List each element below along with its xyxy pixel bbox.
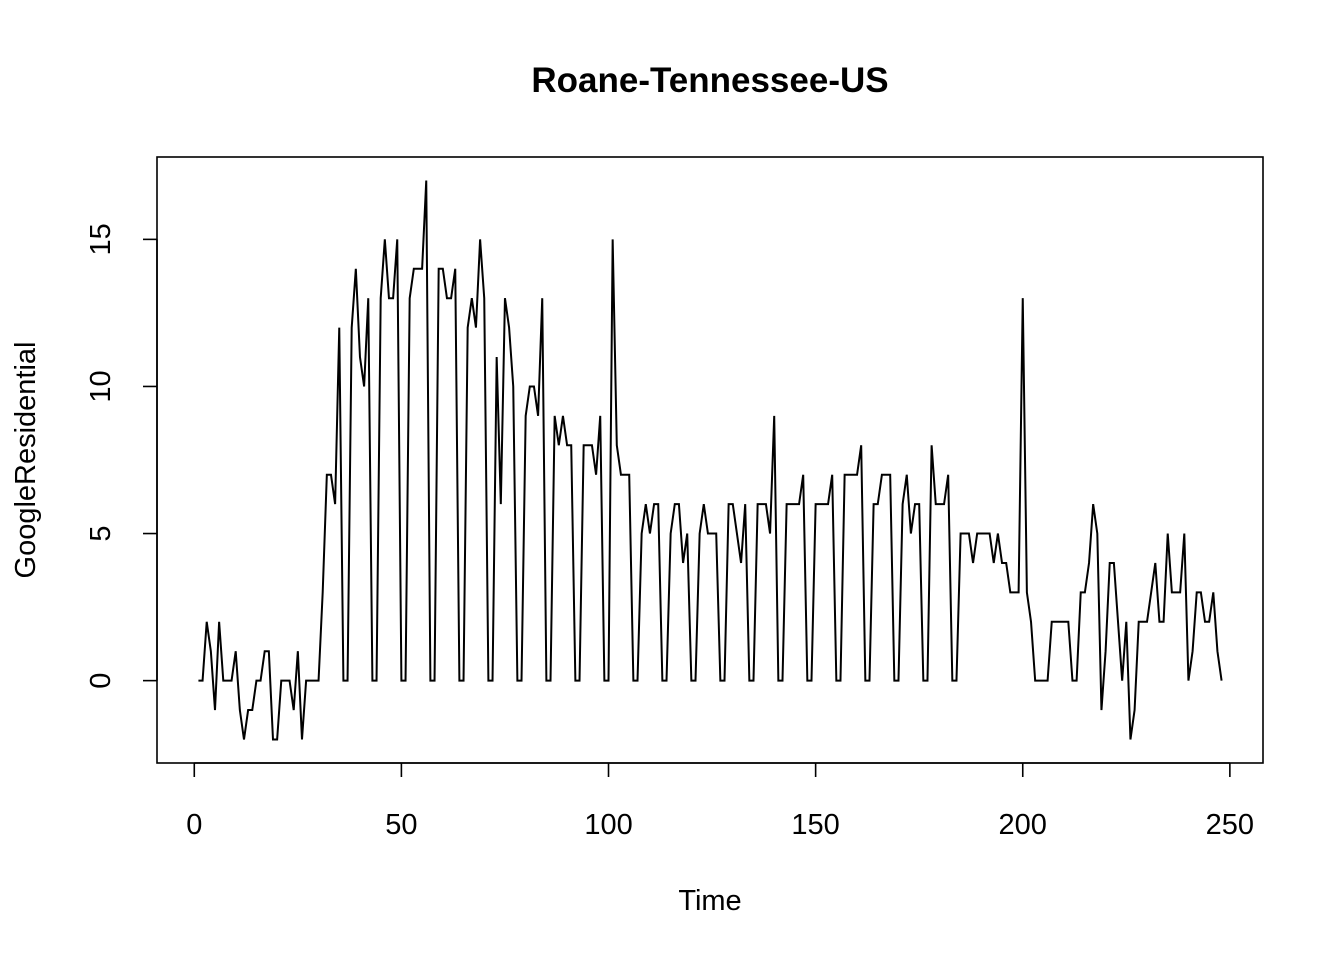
x-tick-label: 150	[791, 809, 839, 841]
chart-title: Roane-Tennessee-US	[531, 61, 888, 100]
x-tick-label: 0	[186, 809, 202, 841]
x-tick-label: 200	[999, 809, 1047, 841]
y-axis: 0 5 10 15	[85, 223, 158, 689]
y-tick-label: 15	[85, 223, 117, 255]
x-axis-label: Time	[678, 885, 741, 917]
x-tick-label: 100	[584, 809, 632, 841]
x-axis: 0 50 100 150 200 250	[186, 762, 1254, 841]
x-tick-label: 250	[1206, 809, 1254, 841]
y-tick-label: 0	[85, 673, 117, 689]
y-axis-label: GoogleResidential	[10, 342, 42, 579]
series-line	[198, 180, 1223, 741]
x-tick-label: 50	[385, 809, 417, 841]
plot-frame	[156, 156, 1264, 764]
y-tick-label: 10	[85, 370, 117, 402]
y-tick-label: 5	[85, 525, 117, 541]
